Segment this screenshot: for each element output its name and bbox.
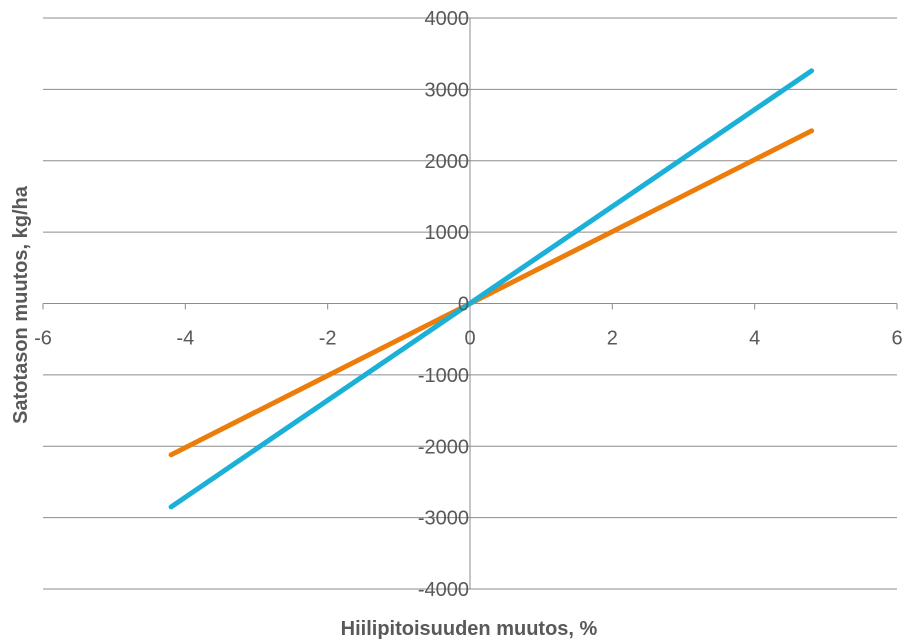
x-tick-label: 0 <box>464 328 475 350</box>
x-axis-title: Hiilipitoisuuden muutos, % <box>341 618 598 640</box>
y-axis-title: Satotason muutos, kg/ha <box>10 185 32 424</box>
y-tick-label: 2000 <box>425 151 470 173</box>
y-tick-labels: -4000 -3000 -2000 -1000 0 1000 2000 3000 4000 <box>418 8 469 601</box>
y-tick-label: -3000 <box>418 508 469 530</box>
x-tick-label: 4 <box>749 328 760 350</box>
y-tick-label: -2000 <box>418 436 469 458</box>
x-tick-label: 2 <box>607 328 618 350</box>
y-tick-label: -4000 <box>418 579 469 601</box>
y-tick-label: 1000 <box>425 222 470 244</box>
y-tick-label: -1000 <box>418 365 469 387</box>
series-line-1 <box>168 128 815 458</box>
x-tick-label: -4 <box>176 328 194 350</box>
y-tick-label: 4000 <box>425 8 470 30</box>
series-line-2 <box>168 68 815 510</box>
y-tick-label: 3000 <box>425 79 470 101</box>
x-tick-label: -2 <box>319 328 337 350</box>
x-tick-label: -6 <box>34 328 52 350</box>
x-tick-label: 6 <box>891 328 902 350</box>
series-lines <box>168 68 815 510</box>
y-tick-label: 0 <box>458 294 469 316</box>
x-tick-labels: -6 -4 -2 0 2 4 6 <box>34 328 902 350</box>
